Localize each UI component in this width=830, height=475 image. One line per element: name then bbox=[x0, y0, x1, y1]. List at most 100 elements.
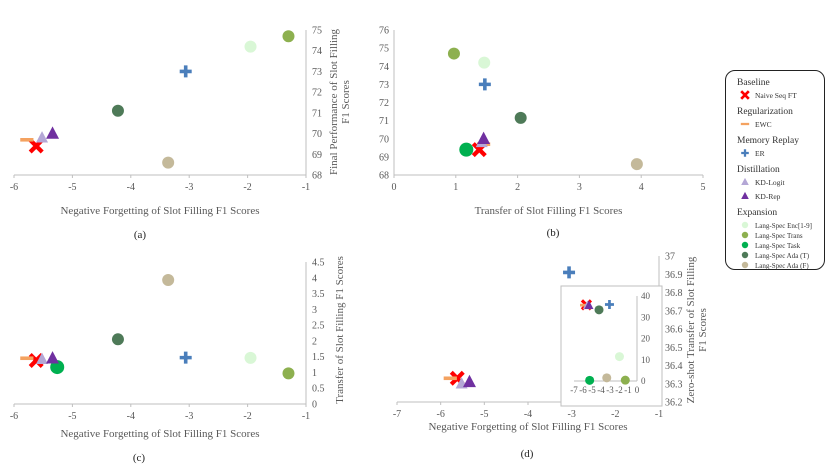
y-axis-title: Transfer of Slot Filling F1 Scores bbox=[334, 256, 346, 404]
legend-group-title: Regularization bbox=[737, 107, 793, 117]
y-tick-label: 73 bbox=[379, 80, 389, 91]
y-tick-label: 75 bbox=[312, 26, 322, 37]
inset-x-tick-label: -1 bbox=[624, 385, 632, 395]
legend-item-label: Lang-Spec Ada (F) bbox=[755, 262, 809, 270]
legend-item-label: EWC bbox=[755, 120, 772, 129]
point-lang-spec-trans bbox=[282, 367, 295, 380]
y-tick-label: 2.5 bbox=[312, 321, 325, 332]
y-tick-label: 3 bbox=[312, 305, 317, 316]
x-tick-label: -5 bbox=[480, 409, 488, 420]
inset-y-tick-label: 0 bbox=[641, 376, 646, 386]
y-tick-label: 4.5 bbox=[312, 258, 325, 269]
legend-group-title: Baseline bbox=[737, 78, 770, 88]
y-tick-label: 69 bbox=[312, 150, 322, 161]
legend-group-title: Expansion bbox=[737, 208, 777, 218]
x-tick-label: -5 bbox=[68, 182, 76, 193]
legend-item-label: ER bbox=[755, 149, 765, 158]
y-tick-label: 0.5 bbox=[312, 384, 325, 395]
point-lang-spec-task bbox=[459, 142, 474, 157]
point-lang-spec-enc-1-9 bbox=[478, 56, 491, 69]
legend: Baseline Naive Seq FT Regularization EWC Mem… bbox=[725, 70, 825, 270]
inset-x-tick-label: -4 bbox=[597, 385, 605, 395]
y-tick-label: 76 bbox=[379, 26, 389, 37]
legend-marker-er bbox=[741, 149, 749, 157]
point-er bbox=[478, 78, 491, 91]
legend-marker-lang-spec-enc-1-9 bbox=[741, 221, 749, 229]
x-axis-title: Negative Forgetting of Slot Filling F1 S… bbox=[428, 421, 627, 433]
inset-x-tick-label: -2 bbox=[615, 385, 623, 395]
x-tick-label: -6 bbox=[10, 411, 18, 422]
x-tick-label: -1 bbox=[302, 182, 310, 193]
point-lang-spec-task bbox=[50, 360, 65, 375]
panel-d: -7 -6 -5 -4 -3 -2 -136.236.336.436.536.636.736… bbox=[393, 252, 709, 461]
x-axis-title: Transfer of Slot Filling F1 Scores bbox=[475, 205, 623, 217]
x-tick-label: 3 bbox=[577, 182, 582, 193]
inset-x-tick-label: -5 bbox=[588, 385, 596, 395]
point-er bbox=[179, 65, 192, 78]
inset-point-lang-spec-task bbox=[585, 375, 595, 385]
inset-x-tick-label: -3 bbox=[606, 385, 614, 395]
legend-marker-lang-spec-ada-f bbox=[741, 261, 749, 269]
x-tick-label: -1 bbox=[655, 409, 663, 420]
y-axis-title: Zero-shot Transfer of Slot FillingF1 Sco… bbox=[685, 256, 709, 403]
y-tick-label: 71 bbox=[312, 108, 322, 119]
inset-frame bbox=[560, 285, 663, 407]
inset-y-tick-label: 20 bbox=[641, 334, 651, 344]
panel-caption: (d) bbox=[521, 448, 534, 460]
point-kd-rep bbox=[46, 351, 60, 364]
legend-marker-lang-spec-ada-t bbox=[741, 251, 749, 259]
y-tick-label: 0 bbox=[312, 400, 317, 411]
x-tick-label: -5 bbox=[68, 411, 76, 422]
x-tick-label: 2 bbox=[515, 182, 520, 193]
panel-a: -6 -5 -4 -3 -2 -168 69 70 71 72 73 74 75 Negative For… bbox=[10, 26, 352, 242]
point-kd-rep bbox=[477, 131, 491, 144]
legend-item-label: Lang-Spec Task bbox=[755, 242, 801, 250]
y-tick-label: 74 bbox=[312, 46, 322, 57]
x-tick-label: -1 bbox=[302, 411, 310, 422]
y-tick-label: 36.8 bbox=[665, 288, 683, 299]
y-tick-label: 2 bbox=[312, 336, 317, 347]
y-axis-title: Final Performance of Slot FillingF1 Scor… bbox=[328, 28, 352, 175]
y-tick-label: 72 bbox=[312, 88, 322, 99]
y-tick-label: 68 bbox=[379, 171, 389, 182]
inset-point-lang-spec-enc-1-9 bbox=[614, 352, 624, 362]
x-tick-label: -4 bbox=[524, 409, 532, 420]
inset-point-er bbox=[604, 300, 614, 309]
y-tick-label: 36.7 bbox=[665, 306, 683, 317]
y-tick-label: 74 bbox=[379, 62, 389, 73]
point-lang-spec-ada-t bbox=[514, 111, 527, 124]
y-tick-label: 73 bbox=[312, 67, 322, 78]
point-lang-spec-ada-t bbox=[111, 333, 124, 346]
y-tick-label: 70 bbox=[312, 129, 322, 140]
x-tick-label: -6 bbox=[436, 409, 444, 420]
point-lang-spec-ada-t bbox=[111, 104, 124, 117]
x-axis-title: Negative Forgetting of Slot Filling F1 S… bbox=[60, 205, 259, 217]
y-tick-label: 37 bbox=[665, 252, 675, 263]
x-tick-label: -3 bbox=[567, 409, 575, 420]
panel-c: -6 -5 -4 -3 -2 -10 0.5 1 1.5 2 2.5 3 3.5 4 4.5 Negative… bbox=[10, 256, 346, 464]
y-tick-label: 36.3 bbox=[665, 379, 683, 390]
y-tick-label: 36.2 bbox=[665, 398, 683, 409]
legend-marker-lang-spec-task bbox=[741, 241, 749, 249]
x-tick-label: -3 bbox=[185, 411, 193, 422]
inset-point-lang-spec-ada-t bbox=[594, 305, 604, 315]
x-tick-label: 5 bbox=[701, 182, 706, 193]
legend-item-label: Naive Seq FT bbox=[755, 91, 797, 100]
inset-x-tick-label: -7 bbox=[570, 385, 578, 395]
point-lang-spec-trans bbox=[282, 30, 295, 43]
y-tick-label: 36.9 bbox=[665, 270, 683, 281]
y-tick-label: 36.5 bbox=[665, 343, 683, 354]
legend-item-label: KD-Rep bbox=[755, 192, 781, 201]
inset-point-kd-rep bbox=[584, 300, 594, 309]
y-tick-label: 1 bbox=[312, 368, 317, 379]
point-kd-rep bbox=[462, 374, 476, 388]
y-tick-label: 3.5 bbox=[312, 289, 325, 300]
inset-y-tick-label: 30 bbox=[641, 312, 651, 322]
y-tick-label: 70 bbox=[379, 134, 389, 145]
inset-x-tick-label: 0 bbox=[635, 385, 640, 395]
legend-item-label: Lang-Spec Trans bbox=[755, 232, 803, 240]
point-lang-spec-ada-f bbox=[162, 156, 175, 169]
legend-item-label: KD-Logit bbox=[755, 178, 785, 187]
inset-point-lang-spec-trans bbox=[620, 375, 630, 385]
